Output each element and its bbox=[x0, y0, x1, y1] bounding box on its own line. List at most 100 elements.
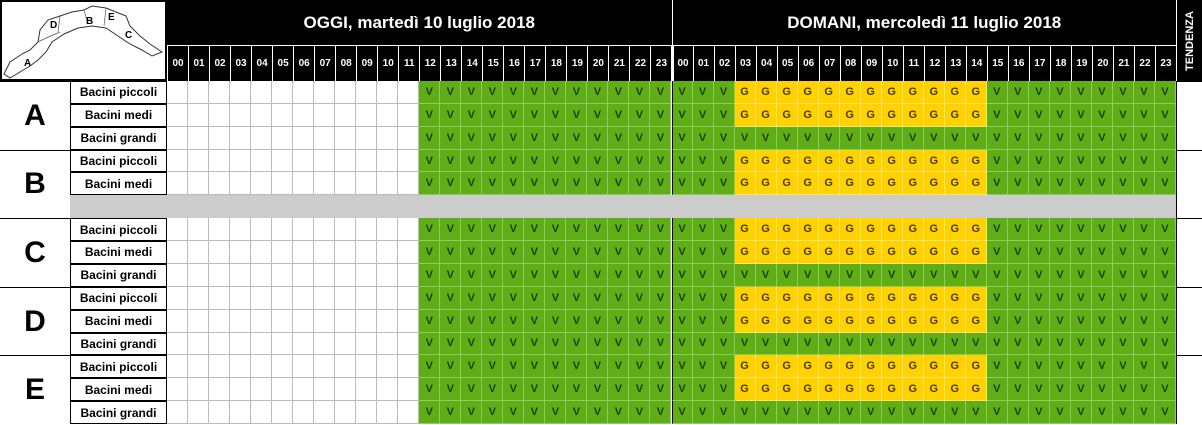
alert-cell: G bbox=[734, 241, 756, 264]
alert-cell: G bbox=[923, 286, 945, 310]
alert-cell: V bbox=[1133, 126, 1155, 150]
alert-cell bbox=[209, 149, 231, 173]
alert-cell: V bbox=[545, 103, 567, 127]
basin-label: Bacini grandi bbox=[70, 332, 167, 356]
trend-label: TENDENZA bbox=[1183, 10, 1196, 71]
alert-cell: V bbox=[503, 401, 525, 424]
alert-cell: V bbox=[671, 355, 693, 379]
alert-cell: V bbox=[419, 263, 441, 287]
alert-cell: G bbox=[881, 286, 903, 310]
alert-cell: G bbox=[944, 149, 966, 173]
alert-cell: G bbox=[818, 355, 840, 379]
alert-cell: G bbox=[860, 241, 882, 264]
alert-cell bbox=[356, 263, 378, 287]
alert-cell: V bbox=[1133, 81, 1155, 104]
alert-cell bbox=[356, 401, 378, 424]
map-label-c: C bbox=[125, 30, 132, 41]
alert-cell: G bbox=[755, 218, 777, 242]
alert-cell: G bbox=[797, 286, 819, 310]
alert-cell: V bbox=[944, 126, 966, 150]
trend-cell bbox=[1176, 286, 1202, 356]
alert-cell: V bbox=[440, 309, 462, 333]
alert-cell: G bbox=[860, 378, 882, 402]
hour-header: 21 bbox=[1112, 45, 1134, 81]
alert-cell: V bbox=[587, 355, 609, 379]
hour-header: 14 bbox=[965, 45, 987, 81]
alert-cell: V bbox=[650, 355, 672, 379]
alert-cell: G bbox=[797, 172, 819, 196]
alert-cell bbox=[167, 126, 189, 150]
alert-cell: V bbox=[419, 126, 441, 150]
alert-cell: V bbox=[1154, 149, 1176, 173]
alert-cell: V bbox=[1070, 263, 1092, 287]
alert-cell bbox=[251, 172, 273, 196]
alert-cell bbox=[398, 218, 420, 242]
basin-label: Bacini piccoli bbox=[70, 149, 167, 173]
alert-cell: V bbox=[734, 401, 756, 424]
alert-cell: V bbox=[1133, 263, 1155, 287]
alert-cell: V bbox=[776, 332, 798, 356]
alert-cell: V bbox=[1049, 309, 1071, 333]
alert-cell bbox=[230, 126, 252, 150]
alert-cell bbox=[293, 241, 315, 264]
alert-cell: V bbox=[440, 286, 462, 310]
alert-cell: V bbox=[503, 332, 525, 356]
alert-cell: V bbox=[713, 81, 735, 104]
alert-cell: V bbox=[671, 149, 693, 173]
alert-cell: V bbox=[524, 126, 546, 150]
alert-cell: V bbox=[650, 263, 672, 287]
alert-cell: G bbox=[902, 286, 924, 310]
alert-cell: G bbox=[818, 241, 840, 264]
alert-cell: V bbox=[1091, 263, 1113, 287]
alert-cell: V bbox=[461, 81, 483, 104]
alert-cell: V bbox=[545, 332, 567, 356]
alert-cell bbox=[167, 355, 189, 379]
alert-cell bbox=[272, 378, 294, 402]
alert-cell: V bbox=[1070, 355, 1092, 379]
alert-cell bbox=[335, 241, 357, 264]
alert-cell: V bbox=[419, 241, 441, 264]
alert-cell: G bbox=[923, 309, 945, 333]
alert-cell: V bbox=[1049, 378, 1071, 402]
alert-cell: V bbox=[713, 355, 735, 379]
alert-cell: G bbox=[797, 355, 819, 379]
liguria-map-icon: A B C D E bbox=[3, 5, 164, 79]
hour-header: 22 bbox=[1133, 45, 1155, 81]
alert-cell: V bbox=[608, 401, 630, 424]
alert-cell bbox=[251, 81, 273, 104]
alert-cell: G bbox=[755, 172, 777, 196]
alert-cell: V bbox=[986, 149, 1008, 173]
alert-cell: V bbox=[545, 172, 567, 196]
alert-cell: V bbox=[482, 378, 504, 402]
alert-cell: V bbox=[461, 401, 483, 424]
alert-cell: G bbox=[902, 103, 924, 127]
alert-cell: G bbox=[881, 218, 903, 242]
hour-header: 15 bbox=[986, 45, 1008, 81]
map-label-d: D bbox=[50, 20, 57, 31]
alert-cell: G bbox=[944, 81, 966, 104]
alert-cell: G bbox=[839, 149, 861, 173]
alert-cell bbox=[314, 309, 336, 333]
alert-cell: G bbox=[902, 309, 924, 333]
zone-label: A bbox=[0, 81, 70, 150]
alert-cell: V bbox=[650, 241, 672, 264]
alert-cell: V bbox=[818, 263, 840, 287]
zone-label: E bbox=[0, 355, 70, 424]
alert-cell bbox=[230, 103, 252, 127]
alert-cell: V bbox=[1133, 332, 1155, 356]
alert-cell bbox=[293, 81, 315, 104]
trend-cell bbox=[1176, 218, 1202, 287]
alert-cell: G bbox=[860, 218, 882, 242]
alert-cell: G bbox=[923, 378, 945, 402]
hour-header: 08 bbox=[335, 45, 357, 81]
alert-cell: V bbox=[1133, 355, 1155, 379]
alert-cell: G bbox=[776, 218, 798, 242]
alert-cell: V bbox=[419, 103, 441, 127]
alert-cell: V bbox=[944, 263, 966, 287]
alert-cell: G bbox=[965, 218, 987, 242]
alert-cell: V bbox=[986, 378, 1008, 402]
alert-cell: G bbox=[944, 355, 966, 379]
alert-cell bbox=[335, 286, 357, 310]
alert-cell: V bbox=[797, 332, 819, 356]
alert-cell: V bbox=[524, 355, 546, 379]
